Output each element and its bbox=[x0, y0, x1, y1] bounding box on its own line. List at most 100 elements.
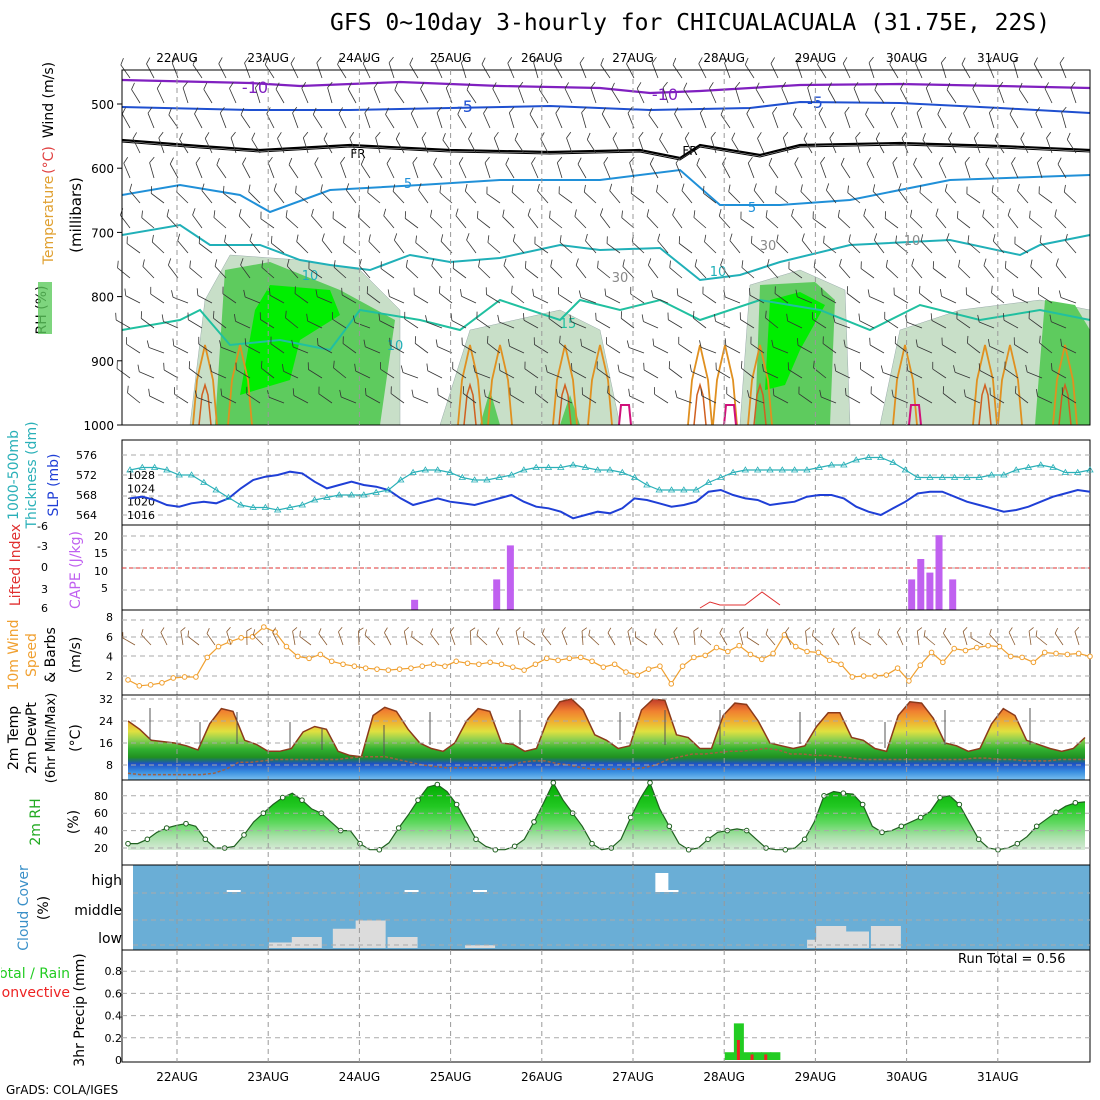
wind-barb bbox=[142, 259, 155, 279]
wind-speed-marker bbox=[442, 663, 448, 670]
wind-barb-staff bbox=[1029, 217, 1043, 229]
wind-barb-flag bbox=[875, 132, 880, 140]
wind-barb-staff bbox=[648, 264, 659, 279]
wind-barb-staff bbox=[487, 342, 501, 354]
wind-barb-staff bbox=[998, 87, 1005, 104]
thickness-marker bbox=[421, 466, 430, 473]
thickness-marker bbox=[938, 473, 947, 480]
rh-marker bbox=[415, 797, 421, 803]
wind-barb-flag bbox=[729, 233, 733, 241]
wind-barb-flag bbox=[249, 233, 253, 241]
wind-barb-flag bbox=[987, 57, 993, 64]
wind-barb-flag bbox=[846, 286, 849, 294]
wind-barb bbox=[749, 288, 765, 304]
wind-barb-flag bbox=[603, 157, 609, 164]
rh-marker bbox=[1053, 809, 1059, 816]
barb-flag bbox=[226, 627, 231, 632]
wind-barb-flag bbox=[481, 57, 486, 65]
wind-barb-staff bbox=[874, 89, 885, 104]
wind-barb bbox=[291, 339, 309, 354]
rh-marker bbox=[705, 836, 711, 843]
wind-barb bbox=[347, 82, 357, 104]
wind-barb bbox=[438, 285, 453, 304]
wind-barb-staff bbox=[1037, 395, 1053, 404]
wind-barb bbox=[662, 81, 669, 104]
thickness-marker bbox=[298, 501, 307, 508]
barb-flag bbox=[449, 627, 455, 633]
wind-barb bbox=[437, 387, 453, 404]
cape-tick: 15 bbox=[94, 547, 108, 560]
wind-barb bbox=[958, 259, 971, 279]
wind-barb-staff bbox=[581, 112, 587, 129]
wind-barb-flag bbox=[461, 337, 463, 345]
wind-barb-flag bbox=[314, 157, 319, 164]
wind-barb-staff bbox=[452, 268, 467, 279]
wind-barb-staff bbox=[1044, 88, 1053, 104]
wind-barb-staff bbox=[240, 114, 251, 129]
wind-barb bbox=[803, 132, 813, 154]
wind-barb-flag bbox=[285, 210, 288, 218]
wind-barb bbox=[340, 156, 347, 179]
rh-marker bbox=[1033, 823, 1040, 830]
wind-barb-staff bbox=[869, 344, 885, 354]
wind-barb bbox=[942, 386, 957, 404]
wind-barb bbox=[915, 339, 933, 354]
wind-barb-flag bbox=[260, 360, 263, 369]
barb-flag bbox=[581, 627, 588, 632]
wind-barb-flag bbox=[421, 131, 427, 139]
wind-barb-staff bbox=[308, 268, 323, 279]
wind-barb-staff bbox=[386, 163, 395, 179]
barb-flag bbox=[673, 627, 678, 633]
isotherm-20 bbox=[552, 344, 578, 426]
wind-barb-flag bbox=[1012, 288, 1015, 297]
wind-barb-staff bbox=[245, 345, 261, 354]
high-cloud-bar bbox=[404, 890, 419, 892]
wind-barb bbox=[700, 388, 717, 404]
wind-barb-flag bbox=[768, 157, 773, 165]
thickness-marker bbox=[753, 466, 762, 473]
wind-barb bbox=[932, 361, 947, 379]
wind-barb-staff bbox=[171, 62, 179, 79]
wind-barb-flag bbox=[246, 386, 248, 395]
wind-barb bbox=[988, 106, 995, 129]
wind-barb bbox=[1058, 290, 1077, 304]
wind-panel-frame bbox=[121, 609, 1091, 696]
wind-barb-staff bbox=[512, 240, 525, 254]
wind-barb bbox=[171, 56, 179, 79]
wind-barb-staff bbox=[605, 295, 621, 304]
wind-barb-flag bbox=[270, 235, 273, 244]
wind-barb-staff bbox=[855, 137, 861, 154]
wind-barb bbox=[168, 108, 179, 129]
wind-barb-staff bbox=[566, 137, 573, 154]
wind-barb-staff bbox=[915, 63, 923, 79]
rh-marker bbox=[473, 836, 479, 843]
barb-staff bbox=[206, 633, 216, 646]
wind-barb bbox=[753, 183, 765, 204]
isotherm-20 bbox=[227, 344, 253, 426]
wind-barb bbox=[1065, 233, 1077, 254]
wind-barb-flag bbox=[131, 82, 135, 90]
wind-barb-staff bbox=[332, 218, 347, 229]
wind-barb bbox=[1004, 260, 1019, 279]
wind-barb bbox=[603, 157, 611, 179]
wind-barb-flag bbox=[182, 81, 188, 89]
wind-barb bbox=[1061, 106, 1067, 129]
wind-barb bbox=[967, 235, 981, 254]
wind-barb-flag bbox=[583, 184, 586, 193]
wind-barb-staff bbox=[835, 370, 851, 379]
wind-barb-staff bbox=[431, 265, 443, 279]
wind-speed-marker bbox=[747, 651, 754, 658]
wind-barb-flag bbox=[702, 286, 704, 294]
wind-barb bbox=[600, 58, 611, 79]
date-tick-top: 22AUG bbox=[156, 51, 198, 65]
wind-barb-staff bbox=[874, 239, 885, 254]
wind-barb-flag bbox=[681, 183, 685, 191]
wind-barb bbox=[212, 310, 227, 329]
wind-barb-staff bbox=[219, 112, 227, 129]
wind-barb bbox=[832, 315, 851, 329]
wind-barb bbox=[341, 287, 357, 304]
wind-barb bbox=[652, 338, 669, 354]
wind-barb bbox=[498, 363, 515, 379]
wind-barb-flag bbox=[659, 132, 663, 140]
barb-flag bbox=[252, 629, 256, 636]
